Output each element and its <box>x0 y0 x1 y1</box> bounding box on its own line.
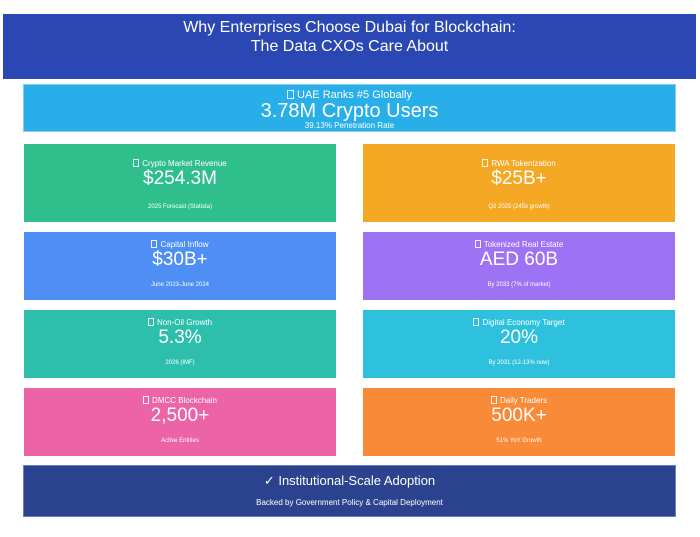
stat-card-digital-economy-target: Digital Economy Target 20% By 2031 (12-1… <box>363 310 675 378</box>
stat-value: 20% <box>499 327 539 348</box>
emoji-placeholder-icon <box>133 159 140 167</box>
stat-subtext: 51% YoY Growth <box>496 438 542 444</box>
page-title-line1: Why Enterprises Choose Dubai for Blockch… <box>183 19 516 36</box>
hero-stat-card: UAE Ranks #5 Globally 3.78M Crypto Users… <box>24 85 675 131</box>
stat-value: $30B+ <box>152 249 208 270</box>
stat-value: 2,500+ <box>150 405 210 426</box>
emoji-placeholder-icon <box>473 318 480 326</box>
stat-value: 5.3% <box>158 327 202 348</box>
stat-label: Non-Oil Growth <box>156 318 213 327</box>
stat-label: DMCC Blockchain <box>152 396 217 405</box>
emoji-placeholder-icon <box>147 318 154 326</box>
emoji-placeholder-icon <box>490 396 497 404</box>
footer-banner: ✓ Institutional-Scale Adoption Backed by… <box>24 466 675 516</box>
stat-subtext: Q2 2025 (245x growth) <box>488 204 550 210</box>
stat-card-tokenized-real-estate: Tokenized Real Estate AED 60B By 2033 (7… <box>363 232 675 300</box>
stat-card-dmcc-blockchain: DMCC Blockchain 2,500+ Active Entities <box>24 388 336 456</box>
emoji-placeholder-icon <box>143 396 150 404</box>
emoji-placeholder-icon <box>482 159 489 167</box>
stat-label: Tokenized Real Estate <box>483 240 564 249</box>
stat-card-non-oil-growth: Non-Oil Growth 5.3% 2026 (IMF) <box>24 310 336 378</box>
stat-value: $254.3M <box>143 168 217 189</box>
stat-label: Daily Traders <box>499 396 548 405</box>
stat-value: $25B+ <box>491 168 547 189</box>
stat-label: RWA Tokenization <box>491 159 556 168</box>
emoji-placeholder-icon <box>287 90 295 99</box>
emoji-placeholder-icon <box>474 240 481 248</box>
stat-subtext: 2025 Forecast (Statista) <box>147 204 213 210</box>
hero-subtext: 39.13% Penetration Rate <box>304 121 395 130</box>
stat-card-rwa-tokenization: RWA Tokenization $25B+ Q2 2025 (245x gro… <box>363 144 675 222</box>
hero-value: 3.78M Crypto Users <box>260 100 439 122</box>
stat-subtext: 2026 (IMF) <box>165 360 195 366</box>
stat-card-crypto-market-revenue: Crypto Market Revenue $254.3M 2025 Forec… <box>24 144 336 222</box>
stat-label: Crypto Market Revenue <box>142 159 227 168</box>
stat-card-capital-inflow: Capital Inflow $30B+ June 2023-June 2024 <box>24 232 336 300</box>
stat-subtext: June 2023-June 2024 <box>150 282 210 288</box>
emoji-placeholder-icon <box>151 240 158 248</box>
stat-card-daily-traders: Daily Traders 500K+ 51% YoY Growth <box>363 388 675 456</box>
footer-title: ✓ Institutional-Scale Adoption <box>263 473 436 488</box>
footer-subtext: Backed by Government Policy & Capital De… <box>256 498 443 507</box>
page-header: Why Enterprises Choose Dubai for Blockch… <box>3 14 696 79</box>
stat-value: 500K+ <box>491 405 547 426</box>
stat-subtext: By 2031 (12-13% now) <box>488 360 550 366</box>
stat-subtext: Active Entities <box>161 438 199 444</box>
stat-label: Digital Economy Target <box>482 318 565 327</box>
page-title-line2: The Data CXOs Care About <box>250 38 449 55</box>
hero-label: UAE Ranks #5 Globally <box>297 89 412 101</box>
stat-subtext: By 2033 (7% of market) <box>487 282 551 288</box>
stat-label: Capital Inflow <box>160 240 209 249</box>
stat-value: AED 60B <box>479 249 559 270</box>
